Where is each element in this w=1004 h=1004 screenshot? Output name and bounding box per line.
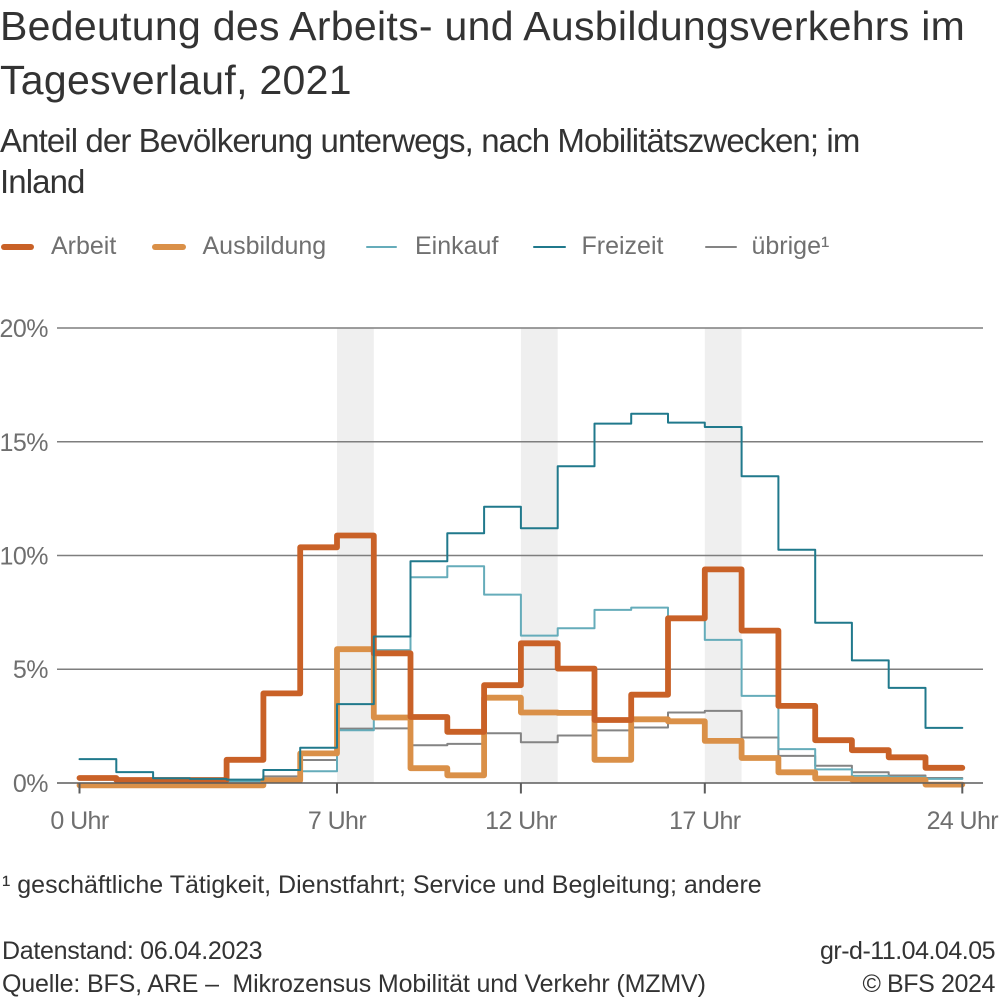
svg-text:0 Uhr: 0 Uhr (50, 807, 108, 835)
svg-text:17 Uhr: 17 Uhr (669, 807, 741, 835)
svg-text:12 Uhr: 12 Uhr (485, 807, 557, 835)
svg-text:0%: 0% (13, 770, 48, 798)
svg-text:24 Uhr: 24 Uhr (927, 807, 999, 835)
svg-text:5%: 5% (13, 656, 48, 684)
svg-text:20%: 20% (0, 315, 48, 343)
svg-text:10%: 10% (0, 543, 48, 571)
svg-text:7 Uhr: 7 Uhr (308, 807, 366, 835)
svg-text:15%: 15% (0, 429, 48, 457)
